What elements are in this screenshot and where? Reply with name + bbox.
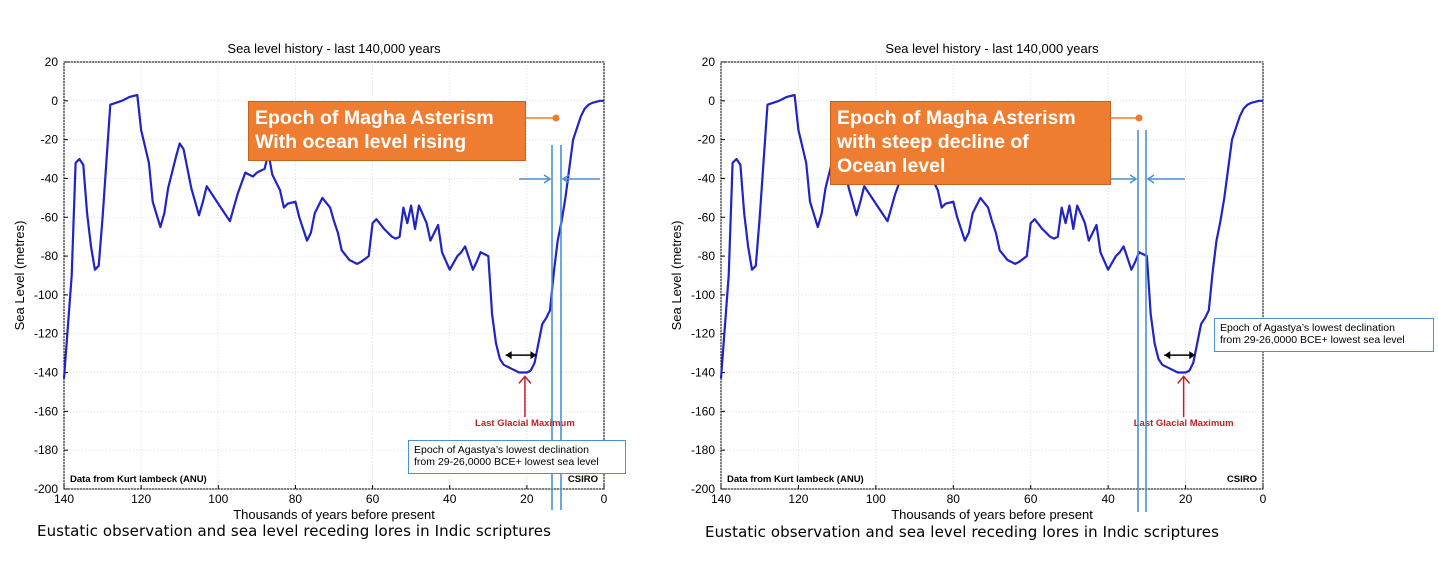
double-arrow-icon (530, 351, 537, 360)
x-tick-label: 0 (601, 492, 608, 506)
double-arrow-icon (1189, 351, 1196, 360)
agastya-annotation-box: Epoch of Agastya’s lowest declination fr… (1214, 318, 1434, 352)
y-tick-label: -20 (698, 133, 716, 147)
x-tick-label: 60 (1024, 492, 1038, 506)
double-arrow-icon (1164, 351, 1171, 360)
x-tick-label: 80 (947, 492, 961, 506)
y-tick-label: -180 (691, 443, 715, 457)
magha-connector-dot (552, 114, 560, 122)
y-tick-label: -200 (34, 482, 58, 496)
sea-level-series-line (719, 93, 1263, 379)
magha-annotation-line1: Epoch of Magha Asterism (255, 107, 494, 129)
x-tick-label: 40 (443, 492, 457, 506)
sea-level-chart-left: 200-20-40-60-80-100-120-140-160-180-2001… (12, 41, 608, 522)
magha-annotation-box: Epoch of Magha Asterism With ocean level… (248, 101, 526, 161)
x-tick-label: 20 (520, 492, 534, 506)
y-tick-label: -80 (41, 249, 59, 263)
x-tick-label: 40 (1101, 492, 1115, 506)
y-tick-label: -120 (691, 327, 715, 341)
y-tick-label: -160 (34, 404, 58, 418)
chart-title: Sea level history - last 140,000 years (227, 41, 441, 56)
credit-label: CSIRO (568, 474, 598, 485)
x-tick-label: 120 (788, 492, 808, 506)
magha-annotation-line2: With ocean level rising (255, 131, 467, 153)
x-tick-label: 100 (866, 492, 886, 506)
chart-panel-left: 20 0 -20 -40 -60 -80 -100 -120 -140 -160 -180 -200 1… (12, 41, 626, 540)
x-tick-label: 80 (289, 492, 303, 506)
y-tick-label: -100 (691, 288, 715, 302)
y-tick-label: -140 (34, 366, 58, 380)
x-tick-label: 60 (366, 492, 380, 506)
y-axis-label: Sea Level (metres) (12, 221, 27, 331)
y-tick-label: -180 (34, 443, 58, 457)
y-tick-label: -140 (691, 366, 715, 380)
y-tick-label: -40 (41, 171, 59, 185)
double-arrow-icon (505, 351, 512, 360)
data-source-label: Data from Kurt lambeck (ANU) (727, 474, 864, 485)
lgm-label: Last Glacial Maximum (475, 418, 575, 429)
caption-text: Eustatic observation and sea level reced… (37, 522, 552, 540)
y-tick-label: 20 (45, 55, 59, 69)
y-axis-label: Sea Level (metres) (669, 221, 684, 331)
agastya-annotation-line1: Epoch of Agastya’s lowest declination (1220, 322, 1395, 334)
x-tick-label: 140 (54, 492, 74, 506)
x-tick-label: 20 (1179, 492, 1193, 506)
up-arrow-icon (518, 375, 532, 384)
x-tick-label: 140 (711, 492, 731, 506)
up-arrow-icon (1177, 375, 1191, 384)
agastya-annotation-line2: from 29-26,0000 BCE+ lowest sea level (414, 456, 599, 468)
x-axis-label: Thousands of years before present (891, 507, 1093, 522)
magha-annotation-box: Epoch of Magha Asterism with steep decli… (830, 101, 1111, 185)
magha-annotation-line1: Epoch of Magha Asterism (837, 107, 1076, 129)
y-tick-label: -20 (41, 133, 59, 147)
sea-level-chart-right: 200-20-40-60-80-100-120-140-160-180-2001… (669, 41, 1267, 522)
y-tick-label: 20 (702, 55, 716, 69)
x-tick-label: 120 (131, 492, 151, 506)
y-tick-label: -40 (698, 171, 716, 185)
x-axis-label: Thousands of years before present (233, 507, 435, 522)
credit-label: CSIRO (1227, 474, 1257, 485)
y-tick-label: -80 (698, 249, 716, 263)
y-tick-label: 0 (51, 94, 58, 108)
x-tick-label: 0 (1260, 492, 1267, 506)
y-tick-label: -120 (34, 327, 58, 341)
chart-title: Sea level history - last 140,000 years (885, 41, 1099, 56)
left-arrow-icon (1146, 174, 1155, 184)
y-tick-label: -60 (698, 210, 716, 224)
magha-annotation-line2: with steep decline of (837, 131, 1029, 153)
sea-level-series-line (62, 93, 604, 379)
left-arrow-icon (561, 174, 570, 184)
chart-panel-right: 20 0 -20 -40 -60 -80 -100 -120 -140 -160 -180 -200 1… (669, 0, 1438, 582)
y-tick-label: 0 (708, 94, 715, 108)
caption-text: Eustatic observation and sea level reced… (705, 523, 1220, 541)
lgm-label: Last Glacial Maximum (1134, 418, 1234, 429)
y-tick-label: -200 (691, 482, 715, 496)
agastya-annotation-box: Epoch of Agastya’s lowest declination fr… (408, 440, 626, 474)
magha-connector-dot (1135, 114, 1143, 122)
x-tick-label: 100 (208, 492, 228, 506)
y-tick-label: -160 (691, 404, 715, 418)
right-arrow-icon (1129, 174, 1138, 184)
magha-annotation-line3: Ocean level (837, 155, 946, 177)
agastya-annotation-line2: from 29-26,0000 BCE+ lowest sea level (1220, 334, 1405, 346)
data-source-label: Data from Kurt lambeck (ANU) (70, 474, 207, 485)
agastya-annotation-line1: Epoch of Agastya’s lowest declination (414, 444, 589, 456)
y-tick-label: -60 (41, 210, 59, 224)
y-tick-label: -100 (34, 288, 58, 302)
right-arrow-icon (543, 174, 552, 184)
